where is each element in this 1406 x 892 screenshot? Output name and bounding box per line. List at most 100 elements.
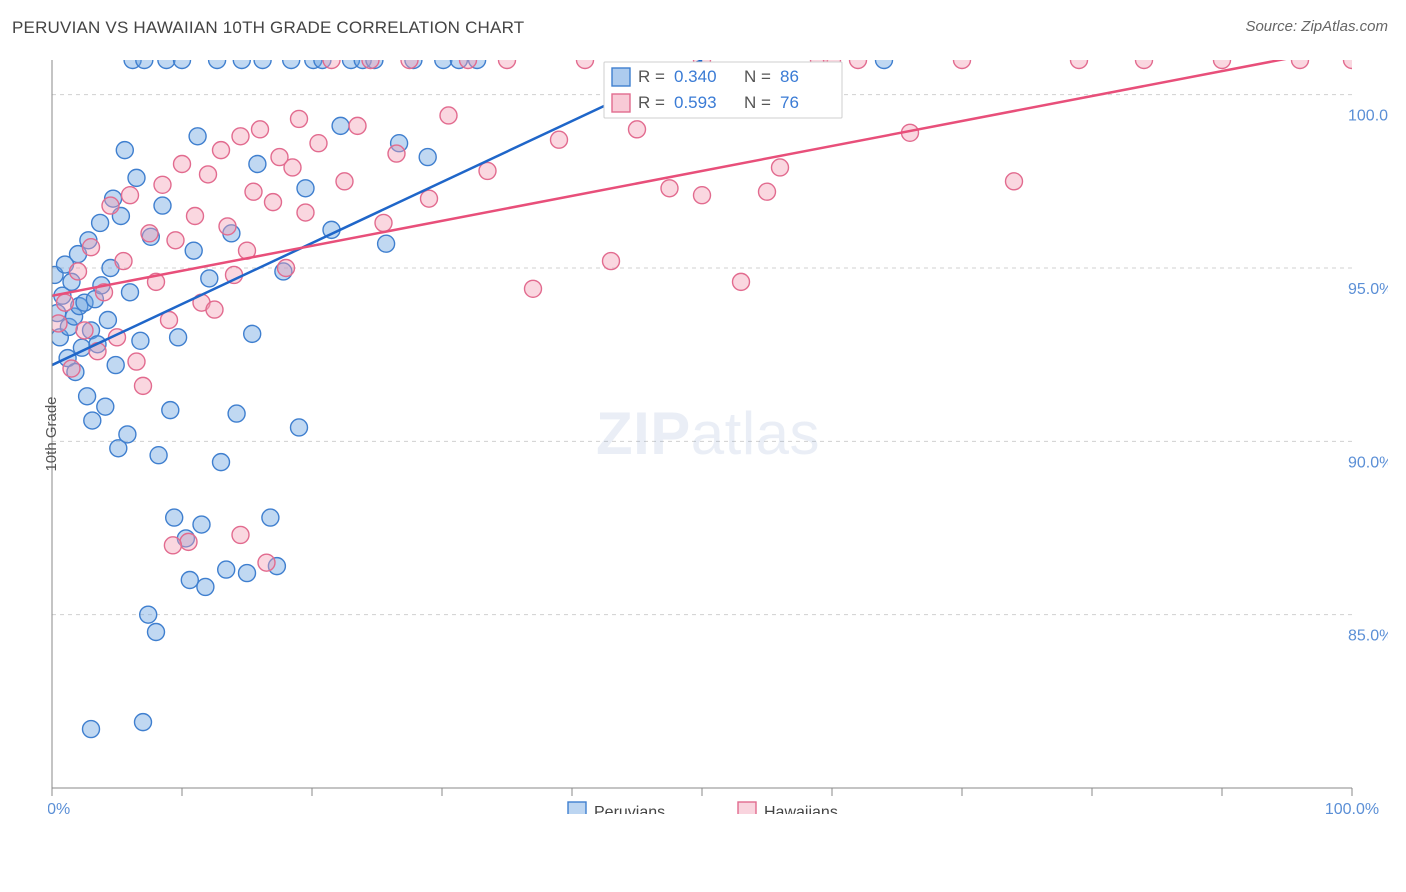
scatter-point	[206, 301, 223, 318]
scatter-point	[189, 128, 206, 145]
scatter-point	[174, 156, 191, 173]
y-tick-label: 90.0%	[1348, 454, 1388, 471]
scatter-point	[1006, 173, 1023, 190]
stats-swatch	[612, 68, 630, 86]
scatter-point	[167, 232, 184, 249]
scatter-point	[50, 315, 67, 332]
scatter-point	[876, 54, 893, 69]
scatter-point	[158, 54, 175, 69]
scatter-point	[79, 388, 96, 405]
scatter-point	[262, 509, 279, 526]
scatter-point	[107, 357, 124, 374]
scatter-point	[252, 121, 269, 138]
scatter-point	[180, 533, 197, 550]
scatter-point	[551, 131, 568, 148]
scatter-point	[232, 526, 249, 543]
scatter-point	[136, 54, 153, 69]
scatter-point	[63, 360, 80, 377]
scatter-point	[84, 412, 101, 429]
y-tick-label: 95.0%	[1348, 281, 1388, 298]
scatter-point	[162, 402, 179, 419]
watermark: ZIPatlas	[596, 400, 820, 467]
scatter-point	[297, 204, 314, 221]
scatter-point	[200, 166, 217, 183]
scatter-point	[460, 54, 477, 69]
scatter-point	[310, 135, 327, 152]
scatter-point	[661, 180, 678, 197]
scatter-point	[185, 242, 202, 259]
scatter-point	[577, 54, 594, 69]
scatter-point	[99, 312, 116, 329]
stats-r-value: 0.593	[674, 93, 717, 112]
scatter-point	[258, 554, 275, 571]
stats-r-label: R =	[638, 93, 665, 112]
chart-source: Source: ZipAtlas.com	[1245, 18, 1388, 35]
scatter-point	[141, 225, 158, 242]
scatter-point	[150, 447, 167, 464]
scatter-point	[283, 54, 300, 69]
scatter-point	[148, 624, 165, 641]
scatter-point	[375, 214, 392, 231]
scatter-point	[1214, 54, 1231, 69]
scatter-point	[336, 173, 353, 190]
scatter-point	[213, 142, 230, 159]
scatter-point	[1292, 54, 1309, 69]
scatter-point	[254, 54, 271, 69]
scatter-point	[694, 187, 711, 204]
scatter-point	[245, 183, 262, 200]
scatter-point	[132, 332, 149, 349]
chart-area: 10th Grade 85.0%90.0%95.0%100.0%ZIPatlas…	[48, 54, 1388, 814]
scatter-point	[499, 54, 516, 69]
scatter-point	[76, 322, 93, 339]
scatter-point	[193, 516, 210, 533]
scatter-point	[122, 187, 139, 204]
scatter-point	[233, 54, 250, 69]
scatter-point	[297, 180, 314, 197]
scatter-point	[603, 253, 620, 270]
scatter-point	[401, 54, 418, 69]
scatter-point	[239, 565, 256, 582]
scatter-point	[419, 149, 436, 166]
scatter-point	[219, 218, 236, 235]
scatter-point	[244, 325, 261, 342]
legend-swatch	[738, 802, 756, 814]
scatter-point	[362, 54, 379, 69]
scatter-point	[421, 190, 438, 207]
chart-header: PERUVIAN VS HAWAIIAN 10TH GRADE CORRELAT…	[12, 18, 1394, 48]
scatter-point	[92, 214, 109, 231]
stats-n-label: N =	[744, 67, 771, 86]
chart-title: PERUVIAN VS HAWAIIAN 10TH GRADE CORRELAT…	[12, 18, 524, 37]
scatter-point	[772, 159, 789, 176]
scatter-point	[733, 273, 750, 290]
stats-r-value: 0.340	[674, 67, 717, 86]
scatter-point	[265, 194, 282, 211]
scatter-point	[83, 239, 100, 256]
scatter-point	[332, 117, 349, 134]
stats-r-label: R =	[638, 67, 665, 86]
scatter-point	[378, 235, 395, 252]
scatter-point	[228, 405, 245, 422]
scatter-point	[197, 578, 214, 595]
scatter-point	[232, 128, 249, 145]
scatter-point	[209, 54, 226, 69]
scatter-point	[135, 714, 152, 731]
scatter-point	[187, 208, 204, 225]
scatter-point	[440, 107, 457, 124]
scatter-point	[174, 54, 191, 69]
scatter-point	[135, 377, 152, 394]
scatter-point	[116, 142, 133, 159]
legend-label: Peruvians	[594, 804, 665, 814]
scatter-point	[128, 353, 145, 370]
scatter-point	[181, 572, 198, 589]
stats-swatch	[612, 94, 630, 112]
scatter-point	[759, 183, 776, 200]
scatter-point	[164, 537, 181, 554]
y-tick-label: 100.0%	[1348, 108, 1388, 125]
scatter-point	[154, 176, 171, 193]
x-tick-label: 0.0%	[48, 801, 70, 814]
scatter-point	[278, 260, 295, 277]
scatter-point	[128, 169, 145, 186]
stats-n-value: 76	[780, 93, 799, 112]
scatter-point	[249, 156, 266, 173]
scatter-point	[154, 197, 171, 214]
